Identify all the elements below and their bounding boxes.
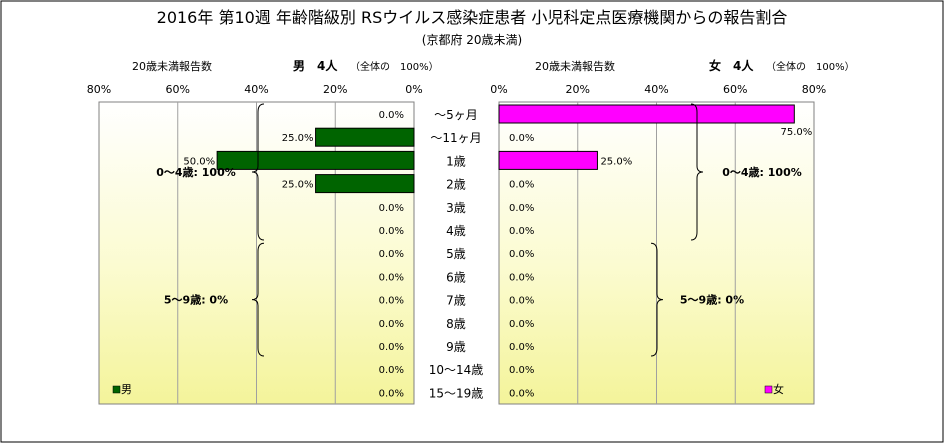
left-header-total: 男 4人 (293, 58, 338, 73)
left-tick-label: 20% (323, 83, 347, 96)
female-value-label: 0.0% (509, 133, 534, 144)
male-group-brace (251, 242, 265, 357)
female-value-label: 0.0% (509, 249, 534, 260)
male-bar (315, 127, 415, 147)
female-value-label: 75.0% (781, 127, 813, 138)
female-value-label: 0.0% (509, 272, 534, 283)
female-group-label: 0～4歳: 100% (722, 165, 802, 179)
left-tick-label: 40% (244, 83, 268, 96)
category-label: 6歳 (446, 270, 466, 284)
female-value-label: 0.0% (509, 342, 534, 353)
category-label: 9歳 (446, 340, 466, 354)
male-value-label: 0.0% (379, 388, 404, 399)
category-label: 4歳 (446, 224, 466, 238)
left-tick-label: 0% (405, 83, 422, 96)
female-value-label: 0.0% (509, 296, 534, 307)
male-value-label: 0.0% (379, 272, 404, 283)
category-label: 15～19歳 (429, 386, 484, 400)
female-bar (498, 150, 598, 170)
left-header-label: 20歳未満報告数 (132, 60, 212, 73)
female-value-label: 0.0% (509, 180, 534, 191)
male-bar (216, 150, 415, 170)
right-header-label: 20歳未満報告数 (535, 60, 615, 73)
category-label: 8歳 (446, 317, 466, 331)
female-group-brace (690, 103, 704, 241)
legend-female-swatch (764, 385, 773, 394)
left-tick-label: 80% (87, 83, 111, 96)
left-header-note: （全体の 100%） (350, 60, 439, 73)
right-header-total: 女 4人 (709, 58, 754, 73)
female-bar (498, 104, 795, 124)
male-value-label: 50.0% (183, 156, 215, 167)
male-group-label: 5～9歳: 0% (164, 293, 228, 307)
male-value-label: 0.0% (379, 110, 404, 121)
male-value-label: 25.0% (282, 180, 314, 191)
male-group-brace (251, 103, 265, 241)
female-value-label: 0.0% (509, 203, 534, 214)
category-label: 7歳 (446, 294, 466, 308)
legend-female-label: 女 (773, 382, 784, 396)
male-value-label: 0.0% (379, 342, 404, 353)
category-label: 2歳 (446, 178, 466, 192)
male-value-label: 0.0% (379, 203, 404, 214)
female-value-label: 0.0% (509, 365, 534, 376)
female-group-label: 5～9歳: 0% (680, 293, 744, 307)
right-header-note: （全体の 100%） (766, 60, 855, 73)
female-value-label: 0.0% (509, 388, 534, 399)
left-tick-label: 60% (166, 83, 190, 96)
right-tick-label: 60% (723, 83, 747, 96)
category-label: 3歳 (446, 201, 466, 215)
male-value-label: 25.0% (282, 133, 314, 144)
male-value-label: 0.0% (379, 319, 404, 330)
male-value-label: 0.0% (379, 249, 404, 260)
category-label: ～11ヶ月 (430, 131, 481, 145)
category-label: ～5ヶ月 (434, 108, 478, 122)
chart-title: 2016年 第10週 年齢階級別 RSウイルス感染症患者 小児科定点医療機関から… (157, 8, 788, 27)
right-tick-label: 0% (490, 83, 507, 96)
male-group-label: 0～4歳: 100% (156, 165, 236, 179)
female-value-label: 0.0% (509, 319, 534, 330)
male-value-label: 0.0% (379, 296, 404, 307)
right-tick-label: 40% (644, 83, 668, 96)
category-label: 5歳 (446, 247, 466, 261)
right-tick-label: 80% (802, 83, 826, 96)
legend-male-swatch (112, 385, 121, 394)
female-value-label: 0.0% (509, 226, 534, 237)
male-bar (315, 174, 415, 194)
male-value-label: 0.0% (379, 365, 404, 376)
legend-male-label: 男 (121, 383, 132, 396)
category-label: 1歳 (446, 154, 466, 168)
female-value-label: 25.0% (600, 156, 632, 167)
female-group-brace (650, 242, 664, 357)
right-tick-label: 20% (566, 83, 590, 96)
male-value-label: 0.0% (379, 226, 404, 237)
category-label: 10～14歳 (429, 363, 484, 377)
chart-subtitle: (京都府 20歳未満) (422, 32, 522, 47)
